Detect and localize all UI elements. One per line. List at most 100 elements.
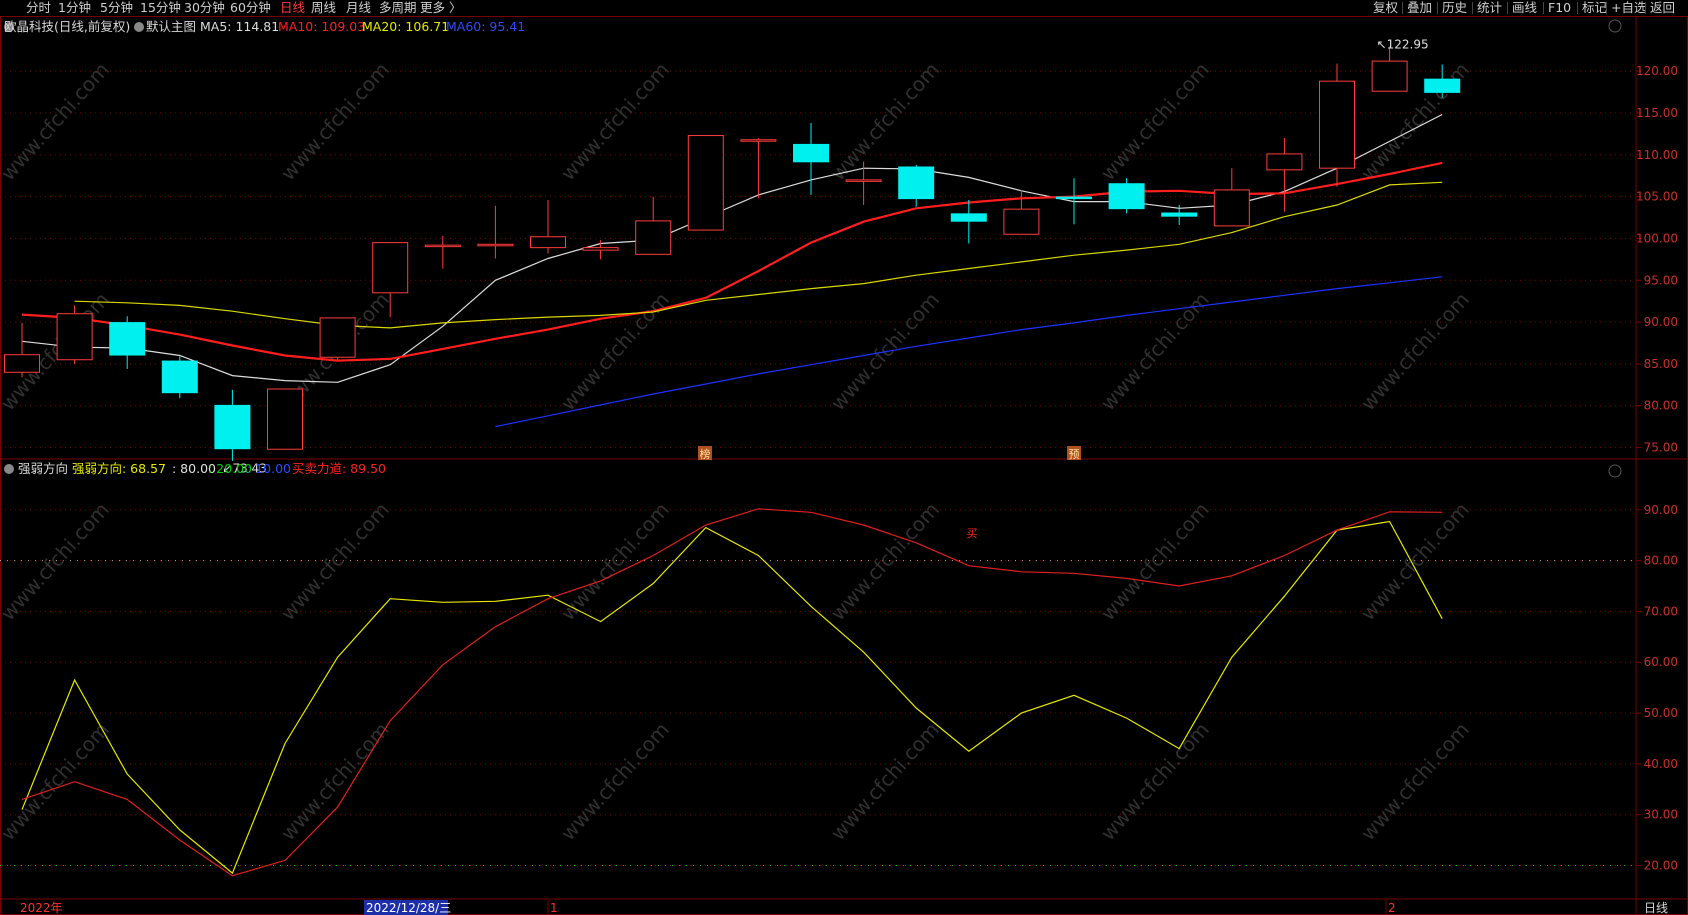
indicator-tick-label: 60.00 [1644, 655, 1678, 669]
period-tab-1[interactable]: 1分钟 [58, 0, 91, 15]
candle-body-up[interactable] [477, 243, 514, 247]
price-tick-label: 110.00 [1636, 148, 1678, 162]
indicator-line-1 [21, 508, 1443, 877]
candle-body-up[interactable] [319, 317, 356, 358]
chart-settings-icon[interactable] [134, 22, 144, 32]
indicator-tick-label: 30.00 [1644, 808, 1678, 822]
month-label-1: 1 [550, 901, 558, 915]
watermark: www.cfchi.com [1356, 498, 1474, 625]
ma-line-ma10 [21, 161, 1443, 362]
candle-body-up[interactable] [372, 242, 409, 294]
watermark: www.cfchi.com [276, 718, 394, 845]
candle-body-down[interactable] [1424, 78, 1461, 93]
watermark: www.cfchi.com [1356, 718, 1474, 845]
candle-body-up[interactable] [56, 313, 93, 361]
period-tab-4[interactable]: 30分钟 [184, 0, 225, 15]
indicator-tick-label: 90.00 [1644, 503, 1678, 517]
sub-pane-close-icon[interactable] [1608, 464, 1622, 478]
candle-body-up[interactable] [845, 179, 882, 182]
indicator-tick-label: 40.00 [1644, 757, 1678, 771]
indicator-value-label: 强弱方向: 68.57 [72, 461, 166, 476]
candle-body-down[interactable] [950, 213, 987, 222]
watermark: www.cfchi.com [0, 718, 114, 845]
indicator-tick-label: 50.00 [1644, 706, 1678, 720]
candle-body-up[interactable] [530, 236, 566, 249]
candle-body-up[interactable] [1319, 80, 1355, 169]
tool-button-5[interactable]: F10 [1548, 0, 1572, 15]
period-tab-8[interactable]: 月线 [346, 0, 372, 15]
period-tab-0[interactable]: 分时 [26, 0, 52, 15]
signal-marker-bg [1067, 446, 1081, 460]
candle-body-up[interactable] [740, 139, 777, 142]
candle-body-up[interactable] [1371, 60, 1408, 92]
watermark: www.cfchi.com [556, 718, 674, 845]
watermark: www.cfchi.com [826, 58, 944, 185]
tool-button-0[interactable]: 复权 [1373, 0, 1399, 15]
ma20-label: MA20: 106.71 [362, 19, 449, 34]
candle-body-up[interactable] [1003, 208, 1040, 235]
period-tab-10[interactable]: 更多 〉 [420, 0, 462, 15]
watermark: www.cfchi.com [276, 498, 394, 625]
watermark: www.cfchi.com [1096, 498, 1214, 625]
tool-button-7[interactable]: +自选 [1611, 0, 1647, 15]
period-tab-9[interactable]: 多周期 [379, 0, 417, 15]
candle-body-up[interactable] [4, 354, 40, 373]
toolbar-separator [1543, 2, 1544, 14]
candle-body-up[interactable] [1213, 189, 1250, 227]
period-tab-3[interactable]: 15分钟 [140, 0, 181, 15]
watermark: www.cfchi.com [826, 718, 944, 845]
period-tab-7[interactable]: 周线 [311, 0, 337, 15]
level-80-label: : 80.00 [172, 461, 216, 476]
tool-button-8[interactable]: 返回 [1650, 0, 1676, 15]
tool-button-2[interactable]: 历史 [1442, 0, 1468, 15]
period-tab-6[interactable]: 日线 [280, 0, 306, 15]
toolbar-separator [1645, 2, 1646, 14]
level-10-label: : 10.00 [247, 461, 291, 476]
candle-body-down[interactable] [1161, 212, 1198, 217]
candle-body-down[interactable] [214, 404, 251, 450]
settings-circle-icon[interactable] [4, 22, 14, 32]
ma-line-ma5 [21, 113, 1443, 383]
tool-button-3[interactable]: 统计 [1477, 0, 1503, 15]
toolbar-separator [1472, 2, 1473, 14]
stock-title: 欧晶科技(日线,前复权) [4, 19, 130, 34]
watermark: www.cfchi.com [0, 498, 114, 625]
candle-body-down[interactable] [161, 360, 198, 394]
candle-body-up[interactable] [687, 135, 724, 231]
candle-body-up[interactable] [424, 244, 461, 248]
candle-body-down[interactable] [1108, 183, 1145, 210]
candle-body-up[interactable] [635, 220, 672, 255]
watermark: www.cfchi.com [1096, 718, 1214, 845]
toolbar-separator [1507, 2, 1508, 14]
candle-body-up[interactable] [582, 247, 619, 251]
candle-body-down[interactable] [793, 143, 829, 163]
candle-body-down[interactable] [898, 166, 935, 200]
stock-chart-canvas[interactable]: 75.00 80.00 85.00 90.00 95.00 100.00 105.00 110… [0, 16, 1688, 915]
tool-button-4[interactable]: 画线 [1512, 0, 1538, 15]
candle-body-up[interactable] [267, 388, 303, 450]
price-tick-label: 80.00 [1644, 399, 1678, 413]
force-label: 买卖力道: 89.50 [292, 461, 386, 476]
indicator-settings-icon[interactable] [4, 464, 14, 474]
candle-body-down[interactable] [1056, 196, 1092, 200]
watermark: www.cfchi.com [826, 498, 944, 625]
toolbar-separator [1402, 2, 1403, 14]
price-tick-label: 105.00 [1636, 190, 1678, 204]
signal-marker-bg [698, 446, 712, 460]
watermark: www.cfchi.com [556, 58, 674, 185]
candle-body-up[interactable] [1266, 153, 1303, 171]
tool-button-1[interactable]: 叠加 [1407, 0, 1433, 15]
period-tab-5[interactable]: 60分钟 [230, 0, 271, 15]
watermark: www.cfchi.com [276, 58, 394, 185]
period-tab-2[interactable]: 5分钟 [100, 0, 133, 15]
chart-name: 默认主图 [146, 19, 196, 34]
high-price-marker: ↖122.95 [1377, 37, 1429, 51]
indicator-tick-label: 80.00 [1644, 554, 1678, 568]
price-tick-label: 90.00 [1644, 315, 1678, 329]
main-pane-close-icon[interactable] [1608, 19, 1622, 33]
price-tick-label: 75.00 [1644, 441, 1678, 455]
tool-button-6[interactable]: 标记 [1582, 0, 1608, 15]
indicator-name: 强弱方向 [18, 461, 68, 476]
toolbar-separator [1437, 2, 1438, 14]
candle-body-down[interactable] [109, 322, 146, 356]
